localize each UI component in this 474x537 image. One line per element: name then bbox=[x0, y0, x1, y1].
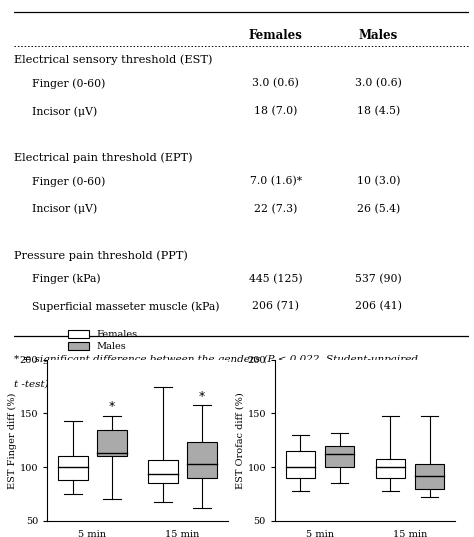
Bar bbox=[286, 451, 315, 478]
Bar bbox=[97, 430, 127, 456]
Text: Finger (kPa): Finger (kPa) bbox=[32, 274, 101, 284]
Y-axis label: EST Finger diff (%): EST Finger diff (%) bbox=[8, 392, 17, 489]
Text: 26 (5.4): 26 (5.4) bbox=[356, 204, 400, 214]
Text: Finger (0-60): Finger (0-60) bbox=[32, 78, 106, 89]
Text: 10 (3.0): 10 (3.0) bbox=[356, 176, 400, 186]
Y-axis label: EST Orofac diff (%): EST Orofac diff (%) bbox=[236, 392, 245, 489]
Text: 7.0 (1.6)*: 7.0 (1.6)* bbox=[250, 176, 302, 186]
Text: Pressure pain threshold (PPT): Pressure pain threshold (PPT) bbox=[14, 250, 188, 260]
Text: Finger (0-60): Finger (0-60) bbox=[32, 176, 106, 186]
Text: 3.0 (0.6): 3.0 (0.6) bbox=[355, 78, 401, 89]
Text: Electrical pain threshold (EPT): Electrical pain threshold (EPT) bbox=[14, 153, 193, 163]
Text: 18 (7.0): 18 (7.0) bbox=[254, 106, 298, 117]
Text: Females: Females bbox=[249, 30, 303, 42]
Text: Males: Males bbox=[359, 30, 398, 42]
Text: 22 (7.3): 22 (7.3) bbox=[254, 204, 298, 214]
Bar bbox=[58, 456, 88, 480]
Text: 18 (4.5): 18 (4.5) bbox=[356, 106, 400, 117]
Bar bbox=[148, 460, 178, 483]
Text: *: * bbox=[199, 390, 205, 403]
Bar bbox=[325, 446, 354, 467]
Text: Superficial masseter muscle (kPa): Superficial masseter muscle (kPa) bbox=[32, 301, 220, 312]
Bar bbox=[376, 459, 405, 478]
Text: 206 (71): 206 (71) bbox=[252, 301, 300, 311]
Text: *: * bbox=[109, 401, 115, 413]
Text: Electrical sensory threshold (EST): Electrical sensory threshold (EST) bbox=[14, 55, 213, 66]
Text: 537 (90): 537 (90) bbox=[355, 274, 401, 284]
Bar bbox=[415, 464, 444, 489]
Bar bbox=[187, 442, 217, 478]
Legend: Females, Males: Females, Males bbox=[67, 329, 139, 352]
Text: * = significant difference between the genders (P < 0.022, Student-unpaired: * = significant difference between the g… bbox=[14, 354, 418, 364]
Text: Incisor (μV): Incisor (μV) bbox=[32, 106, 98, 117]
Text: 445 (125): 445 (125) bbox=[249, 274, 303, 284]
Text: Incisor (μV): Incisor (μV) bbox=[32, 204, 98, 214]
Text: 3.0 (0.6): 3.0 (0.6) bbox=[253, 78, 299, 89]
Text: 206 (41): 206 (41) bbox=[355, 301, 402, 311]
Text: t -test).: t -test). bbox=[14, 380, 52, 389]
